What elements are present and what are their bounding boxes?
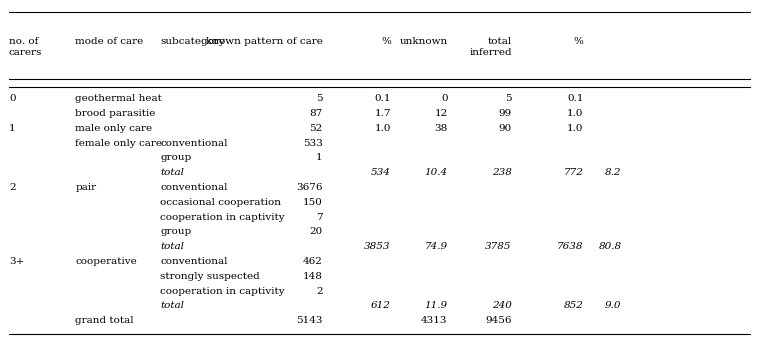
- Text: 0: 0: [441, 94, 448, 103]
- Text: 20: 20: [310, 227, 323, 236]
- Text: 2: 2: [9, 183, 16, 192]
- Text: 238: 238: [492, 168, 512, 177]
- Text: 10.4: 10.4: [424, 168, 448, 177]
- Text: %: %: [574, 37, 584, 46]
- Text: known pattern of care: known pattern of care: [206, 37, 323, 46]
- Text: unknown: unknown: [399, 37, 448, 46]
- Text: male only care: male only care: [75, 124, 153, 133]
- Text: total: total: [160, 242, 184, 251]
- Text: 240: 240: [492, 301, 512, 310]
- Text: 5: 5: [317, 94, 323, 103]
- Text: 148: 148: [303, 272, 323, 281]
- Text: cooperation in captivity: cooperation in captivity: [160, 286, 285, 295]
- Text: 772: 772: [564, 168, 584, 177]
- Text: 534: 534: [371, 168, 391, 177]
- Text: 1.0: 1.0: [374, 124, 391, 133]
- Text: mode of care: mode of care: [75, 37, 143, 46]
- Text: cooperative: cooperative: [75, 257, 137, 266]
- Text: 3676: 3676: [296, 183, 323, 192]
- Text: 5: 5: [505, 94, 512, 103]
- Text: total
inferred: total inferred: [469, 37, 512, 57]
- Text: 612: 612: [371, 301, 391, 310]
- Text: 1.7: 1.7: [374, 109, 391, 118]
- Text: 3853: 3853: [364, 242, 391, 251]
- Text: 1: 1: [9, 124, 16, 133]
- Text: 8.2: 8.2: [605, 168, 622, 177]
- Text: 2: 2: [317, 286, 323, 295]
- Text: conventional: conventional: [160, 183, 228, 192]
- Text: 80.8: 80.8: [598, 242, 622, 251]
- Text: 12: 12: [434, 109, 448, 118]
- Text: 0.1: 0.1: [567, 94, 584, 103]
- Text: group: group: [160, 153, 191, 162]
- Text: strongly suspected: strongly suspected: [160, 272, 260, 281]
- Text: 99: 99: [499, 109, 512, 118]
- Text: pair: pair: [75, 183, 96, 192]
- Text: 1.0: 1.0: [567, 109, 584, 118]
- Text: 0.1: 0.1: [374, 94, 391, 103]
- Text: 38: 38: [434, 124, 448, 133]
- Text: 3+: 3+: [9, 257, 24, 266]
- Text: no. of
carers: no. of carers: [9, 37, 43, 57]
- Text: 852: 852: [564, 301, 584, 310]
- Text: 11.9: 11.9: [424, 301, 448, 310]
- Text: 5143: 5143: [296, 316, 323, 325]
- Text: group: group: [160, 227, 191, 236]
- Text: 3785: 3785: [485, 242, 512, 251]
- Text: female only care: female only care: [75, 139, 162, 148]
- Text: geothermal heat: geothermal heat: [75, 94, 162, 103]
- Text: 74.9: 74.9: [424, 242, 448, 251]
- Text: 4313: 4313: [421, 316, 448, 325]
- Text: 462: 462: [303, 257, 323, 266]
- Text: 1.0: 1.0: [567, 124, 584, 133]
- Text: 1: 1: [317, 153, 323, 162]
- Text: 52: 52: [310, 124, 323, 133]
- Text: occasional cooperation: occasional cooperation: [160, 198, 281, 207]
- Text: grand total: grand total: [75, 316, 134, 325]
- Text: total: total: [160, 168, 184, 177]
- Text: 90: 90: [499, 124, 512, 133]
- Text: 9456: 9456: [485, 316, 512, 325]
- Text: 150: 150: [303, 198, 323, 207]
- Text: subcategory: subcategory: [160, 37, 225, 46]
- Text: 7638: 7638: [557, 242, 584, 251]
- Text: 0: 0: [9, 94, 16, 103]
- Text: 87: 87: [310, 109, 323, 118]
- Text: 533: 533: [303, 139, 323, 148]
- Text: conventional: conventional: [160, 257, 228, 266]
- Text: cooperation in captivity: cooperation in captivity: [160, 213, 285, 222]
- Text: total: total: [160, 301, 184, 310]
- Text: conventional: conventional: [160, 139, 228, 148]
- Text: 9.0: 9.0: [605, 301, 622, 310]
- Text: brood parasitie: brood parasitie: [75, 109, 156, 118]
- Text: 7: 7: [317, 213, 323, 222]
- Text: %: %: [381, 37, 391, 46]
